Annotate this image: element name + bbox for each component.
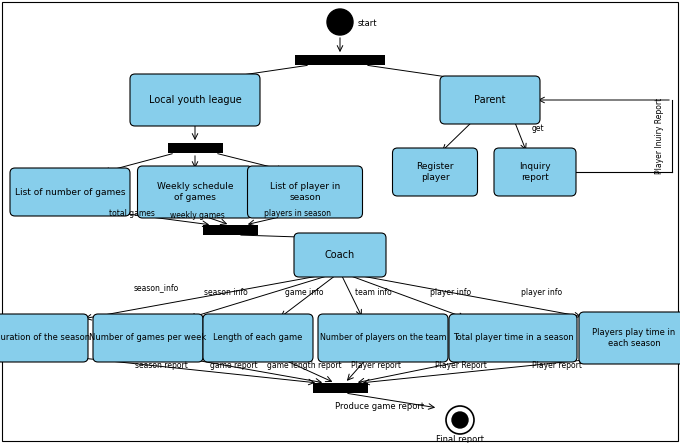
FancyBboxPatch shape <box>10 168 130 216</box>
Text: start: start <box>358 19 377 28</box>
Circle shape <box>327 9 353 35</box>
Text: season info: season info <box>204 288 248 297</box>
Bar <box>313 383 367 393</box>
FancyBboxPatch shape <box>203 314 313 362</box>
FancyBboxPatch shape <box>449 314 577 362</box>
FancyBboxPatch shape <box>579 312 680 364</box>
Text: Duration of the season: Duration of the season <box>0 334 90 342</box>
Text: Number of games per week: Number of games per week <box>89 334 207 342</box>
Text: team info: team info <box>355 288 392 297</box>
Text: List of player in
season: List of player in season <box>270 183 340 202</box>
Text: Total player time in a season: Total player time in a season <box>453 334 573 342</box>
Text: List of number of games: List of number of games <box>15 187 125 197</box>
FancyBboxPatch shape <box>248 166 362 218</box>
Text: Player Report: Player Report <box>435 361 487 370</box>
Text: season report: season report <box>135 361 188 370</box>
FancyBboxPatch shape <box>137 166 252 218</box>
Text: get: get <box>532 124 545 133</box>
Text: weekly games: weekly games <box>169 211 224 220</box>
Text: game info: game info <box>285 288 323 297</box>
Circle shape <box>446 406 474 434</box>
Text: players in season: players in season <box>264 209 330 218</box>
Text: Length of each game: Length of each game <box>214 334 303 342</box>
Bar <box>167 143 222 153</box>
Bar <box>295 55 385 65</box>
FancyBboxPatch shape <box>392 148 477 196</box>
Text: season_info: season_info <box>133 283 179 292</box>
Text: game length report: game length report <box>267 361 341 370</box>
Text: Player report: Player report <box>351 361 401 370</box>
Text: Coach: Coach <box>325 250 355 260</box>
FancyBboxPatch shape <box>440 76 540 124</box>
Text: Players play time in
each season: Players play time in each season <box>592 328 676 348</box>
Text: Produce game report: Produce game report <box>335 402 424 411</box>
FancyBboxPatch shape <box>130 74 260 126</box>
FancyBboxPatch shape <box>93 314 203 362</box>
Text: Register
player: Register player <box>416 162 454 182</box>
Text: Final report: Final report <box>436 435 484 443</box>
Text: Player report: Player report <box>532 361 582 370</box>
Text: Player Inuiry Report: Player Inuiry Report <box>655 98 664 174</box>
Text: player info: player info <box>430 288 471 297</box>
Bar <box>203 225 258 235</box>
Text: Number of players on the team: Number of players on the team <box>320 334 446 342</box>
Text: Weekly schedule
of games: Weekly schedule of games <box>157 183 233 202</box>
FancyBboxPatch shape <box>0 314 88 362</box>
Text: game report: game report <box>210 361 258 370</box>
Text: player info: player info <box>522 288 562 297</box>
Text: Parent: Parent <box>474 95 506 105</box>
FancyBboxPatch shape <box>494 148 576 196</box>
Text: total games: total games <box>109 209 155 218</box>
Circle shape <box>452 412 468 428</box>
Text: Inquiry
report: Inquiry report <box>520 162 551 182</box>
Text: Local youth league: Local youth league <box>149 95 241 105</box>
FancyBboxPatch shape <box>294 233 386 277</box>
FancyBboxPatch shape <box>318 314 448 362</box>
